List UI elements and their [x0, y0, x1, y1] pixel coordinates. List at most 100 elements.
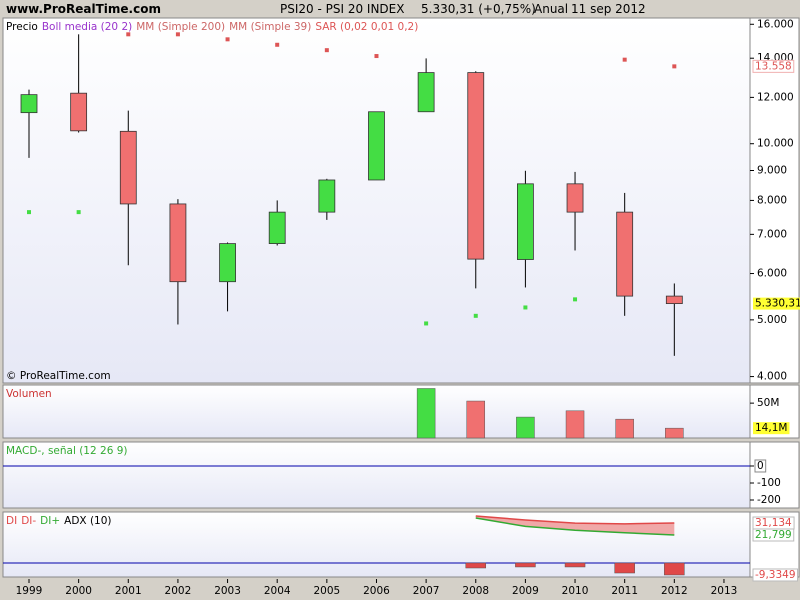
sar-dot — [424, 321, 429, 326]
legend-entry: SAR (0,02 0,01 0,2) — [315, 21, 418, 33]
x-tick-label: 2003 — [214, 585, 241, 597]
candle-body — [169, 203, 187, 283]
axis-panel — [749, 441, 800, 509]
value-label: 14,1M — [755, 422, 787, 434]
volume-bar — [615, 418, 634, 439]
y-tick-label: 4.000 — [757, 371, 787, 383]
label-box — [752, 59, 795, 73]
sar-dot — [622, 57, 627, 62]
x-tick-label: 2008 — [462, 585, 489, 597]
panel — [2, 511, 751, 578]
label-box — [753, 297, 800, 310]
legend-entry: DI — [6, 515, 17, 527]
x-tick-label: 2006 — [363, 585, 390, 597]
y-tick-label: -200 — [757, 494, 781, 506]
y-tick-label: 10.000 — [757, 138, 794, 150]
volume-bar — [416, 388, 436, 439]
x-tick-label: 1999 — [16, 585, 43, 597]
sar-dot — [27, 210, 31, 215]
legend-entry: Volumen — [6, 388, 52, 400]
candle-body — [20, 94, 38, 114]
candle-body — [318, 179, 336, 213]
y-tick-label: 7.000 — [757, 228, 787, 240]
sar-dot — [175, 32, 180, 37]
x-tick-label: 2012 — [661, 585, 688, 597]
date: 11 sep 2012 — [571, 2, 646, 16]
candle-body — [119, 130, 137, 205]
price: 5.330,31 (+0,75%) — [421, 2, 536, 16]
di-line — [475, 517, 675, 536]
sar-dot — [126, 32, 131, 37]
y-tick-label: 16.000 — [757, 18, 794, 30]
volume-bar — [516, 416, 535, 439]
legend-entry: MM (Simple 39) — [229, 21, 311, 33]
sar-dot — [523, 305, 528, 310]
x-tick-label: 2005 — [313, 585, 340, 597]
volume-bar — [665, 427, 684, 439]
sar-dot — [275, 42, 280, 47]
y-tick-label: 9.000 — [757, 164, 787, 176]
sar-dot — [324, 48, 329, 53]
label-box — [753, 422, 790, 435]
watermark: © ProRealTime.com — [6, 370, 111, 382]
y-tick-label: 50M — [757, 397, 779, 409]
candle-body — [368, 111, 385, 181]
hist-bar — [614, 562, 635, 574]
volume-bar — [565, 410, 585, 439]
sar-dot — [76, 210, 81, 215]
di-area — [475, 515, 675, 535]
x-tick-label: 2007 — [413, 585, 440, 597]
period: Anual — [534, 2, 569, 16]
di-line — [475, 515, 675, 525]
legend-entry: Boll media (20 2) — [42, 21, 132, 33]
site: www.ProRealTime.com — [6, 2, 161, 16]
x-tick-label: 2000 — [65, 585, 92, 597]
y-tick-label: 5.000 — [757, 314, 787, 326]
hist-bar — [465, 562, 487, 569]
x-tick-label: 2004 — [264, 585, 291, 597]
legend-entry: DI- — [21, 515, 36, 527]
label-box — [754, 459, 767, 473]
y-tick-label: -100 — [757, 477, 781, 489]
hist-bar — [515, 562, 536, 568]
x-tick-label: 2013 — [711, 585, 738, 597]
legend-entry: MM (Simple 200) — [136, 21, 225, 33]
axis-panel — [749, 17, 800, 384]
y-tick-label: 6.000 — [757, 268, 787, 280]
candle-body — [70, 92, 88, 132]
legend-entry: MACD-, señal (12 26 9) — [6, 445, 127, 457]
value-label: 13.558 — [755, 60, 792, 72]
header: www.ProRealTime.com PSI20 - PSI 20 INDEX… — [0, 0, 800, 18]
x-tick-label: 2009 — [512, 585, 539, 597]
instrument: PSI20 - PSI 20 INDEX — [280, 2, 405, 16]
candle-body — [616, 211, 634, 297]
y-tick-label: 12.000 — [757, 91, 794, 103]
candle-body — [417, 72, 435, 113]
panel — [2, 17, 751, 384]
panel — [2, 441, 751, 509]
value-label: -9,3349 — [755, 569, 796, 581]
legend-entry: DI+ — [40, 515, 60, 527]
x-tick-label: 2011 — [611, 585, 638, 597]
value-label: 21,799 — [755, 529, 792, 541]
sar-dot — [672, 64, 677, 69]
y-tick-label: 0 — [757, 460, 764, 472]
candle-body — [219, 243, 236, 283]
label-box — [752, 568, 799, 582]
hist-bar — [664, 562, 685, 576]
legend-entry: ADX (10) — [64, 515, 111, 527]
candle-body — [467, 72, 485, 260]
hist-bar — [564, 562, 586, 568]
candle-body — [517, 183, 534, 260]
legend-entry: Precio — [6, 21, 38, 33]
y-tick-label: 8.000 — [757, 194, 787, 206]
value-label: 31,134 — [755, 517, 792, 529]
sar-dot — [374, 54, 379, 59]
sar-dot — [573, 297, 578, 302]
value-label: 5.330,31 — [755, 298, 800, 310]
sar-dot — [473, 313, 478, 318]
candle-body — [268, 211, 286, 244]
label-box — [752, 528, 795, 542]
